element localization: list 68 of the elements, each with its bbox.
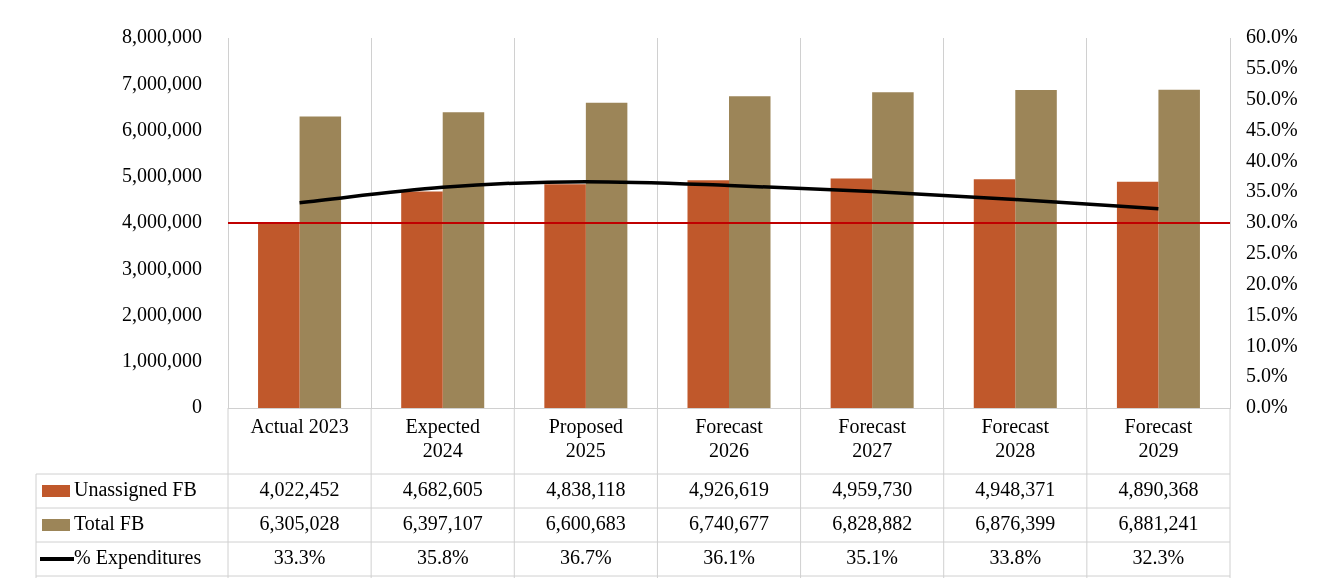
- bar: [687, 180, 729, 408]
- data-label: 33.8%: [989, 546, 1042, 569]
- bar: [729, 96, 771, 408]
- bar: [585, 102, 628, 408]
- y-tick-label: 2,000,000: [122, 302, 202, 325]
- data-label: 4,838,118: [546, 478, 626, 501]
- y2-tick-label: 10.0%: [1246, 333, 1298, 356]
- data-label: 6,828,882: [832, 512, 913, 535]
- data-label: 4,948,371: [975, 478, 1056, 501]
- x-tick-label: Proposed 2025: [548, 415, 624, 462]
- y2-tick-label: 30.0%: [1246, 210, 1298, 233]
- data-label: 36.7%: [560, 546, 612, 569]
- data-label: 6,740,677: [689, 512, 769, 535]
- y2-tick-label: 45.0%: [1246, 117, 1298, 140]
- y2-tick-label: 60.0%: [1246, 25, 1298, 48]
- data-label: 6,305,028: [259, 512, 340, 535]
- y2-tick-label: 50.0%: [1246, 86, 1298, 109]
- y2-tick-label: 40.0%: [1246, 148, 1298, 171]
- data-label: 36.1%: [703, 546, 755, 569]
- data-label: 33.3%: [273, 546, 326, 569]
- data-label: 4,682,605: [402, 478, 483, 501]
- line-series: [297, 179, 1161, 211]
- y-tick-label: 6,000,000: [122, 117, 202, 140]
- x-tick-label: Actual 2023: [250, 415, 349, 438]
- bar: [973, 179, 1016, 408]
- y2-tick-label: 20.0%: [1246, 271, 1298, 294]
- y-tick-label: 7,000,000: [122, 71, 202, 94]
- bar: [830, 178, 873, 408]
- data-label: 4,926,619: [689, 478, 769, 501]
- y2-tick-label: 35.0%: [1246, 179, 1298, 202]
- data-label: 35.1%: [846, 546, 898, 569]
- legend-label: Unassigned FB: [74, 478, 197, 502]
- bar: [544, 184, 586, 408]
- y2-tick-label: 25.0%: [1246, 241, 1298, 264]
- bar: [1015, 89, 1057, 408]
- x-tick-label: Forecast 2029: [1124, 415, 1193, 462]
- bar: [1158, 89, 1200, 408]
- y2-tick-label: 15.0%: [1246, 302, 1298, 325]
- x-tick-label: Expected 2024: [405, 415, 480, 462]
- x-tick-label: Forecast 2026: [695, 415, 764, 462]
- y-tick-label: 8,000,000: [122, 25, 202, 48]
- y-tick-label: 1,000,000: [122, 349, 202, 371]
- y2-tick-label: 5.0%: [1246, 364, 1288, 387]
- y-tick-label: 0: [192, 395, 202, 418]
- y2-tick-label: 0.0%: [1246, 395, 1288, 418]
- y-tick-label: 3,000,000: [122, 256, 202, 279]
- data-label: 6,881,241: [1118, 512, 1199, 535]
- legend-label: Total FB: [74, 512, 145, 535]
- data-label: 4,959,730: [832, 478, 913, 501]
- data-label: 4,022,452: [259, 478, 340, 501]
- legend-label: % Expenditures: [74, 546, 202, 570]
- data-label: 6,876,399: [975, 512, 1056, 535]
- data-label: 6,397,107: [402, 512, 483, 535]
- data-label: 6,600,683: [545, 512, 626, 535]
- y-tick-label: 4,000,000: [122, 210, 202, 233]
- bar: [258, 221, 300, 408]
- bar: [299, 116, 342, 408]
- bar: [1116, 181, 1159, 408]
- y2-tick-label: 55.0%: [1246, 56, 1298, 79]
- data-label: 35.8%: [416, 546, 469, 569]
- y-tick-label: 5,000,000: [122, 164, 202, 186]
- bar: [442, 112, 485, 408]
- x-tick-label: Forecast 2028: [981, 415, 1050, 462]
- bar: [401, 191, 443, 408]
- data-label: 32.3%: [1132, 546, 1185, 569]
- x-tick-label: Forecast 2027: [838, 415, 907, 462]
- data-label: 4,890,368: [1118, 478, 1199, 501]
- bar: [872, 92, 914, 408]
